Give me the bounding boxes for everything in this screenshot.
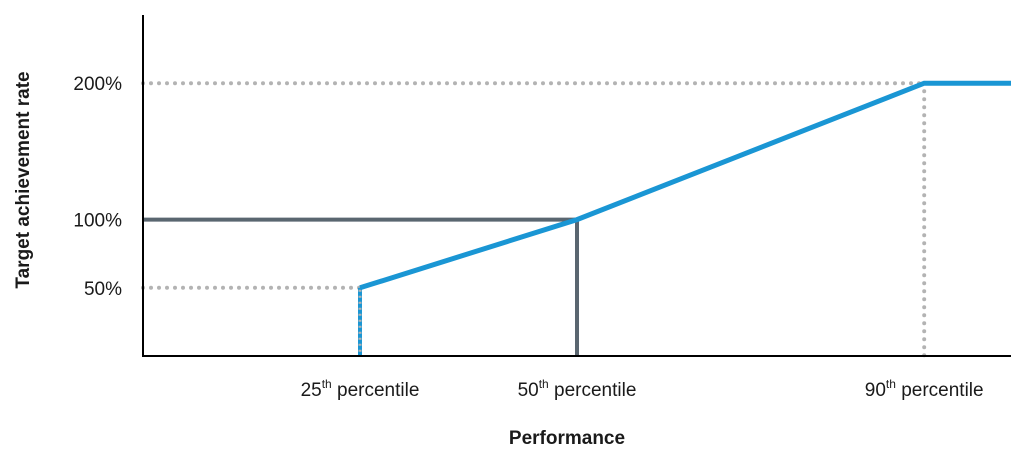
x-tick-superscript: th <box>539 377 549 391</box>
x-tick-suffix: percentile <box>332 380 420 401</box>
x-tick-suffix: percentile <box>549 380 637 401</box>
x-tick-number: 50 <box>518 380 539 401</box>
labels: Performance Target achievement rate 50% 1… <box>13 71 984 449</box>
reference-lines <box>141 81 927 358</box>
series-layer <box>359 80 1011 291</box>
x-tick-superscript: th <box>886 377 896 391</box>
axes <box>142 15 1011 357</box>
x-tick-label-25: 25th percentile <box>301 377 420 401</box>
x-tick-label-50: 50th percentile <box>518 377 637 401</box>
x-tick-number: 25 <box>301 380 322 401</box>
y-tick-label-200: 200% <box>73 74 122 95</box>
x-tick-suffix: percentile <box>896 380 984 401</box>
x-tick-superscript: th <box>322 377 332 391</box>
series-line <box>359 80 1011 291</box>
x-axis-title: Performance <box>509 428 625 449</box>
y-tick-label-50: 50% <box>84 279 122 300</box>
y-tick-label-100: 100% <box>73 211 122 232</box>
x-tick-label-90: 90th percentile <box>865 377 984 401</box>
x-tick-number: 90 <box>865 380 886 401</box>
y-axis-title: Target achievement rate <box>13 71 34 288</box>
